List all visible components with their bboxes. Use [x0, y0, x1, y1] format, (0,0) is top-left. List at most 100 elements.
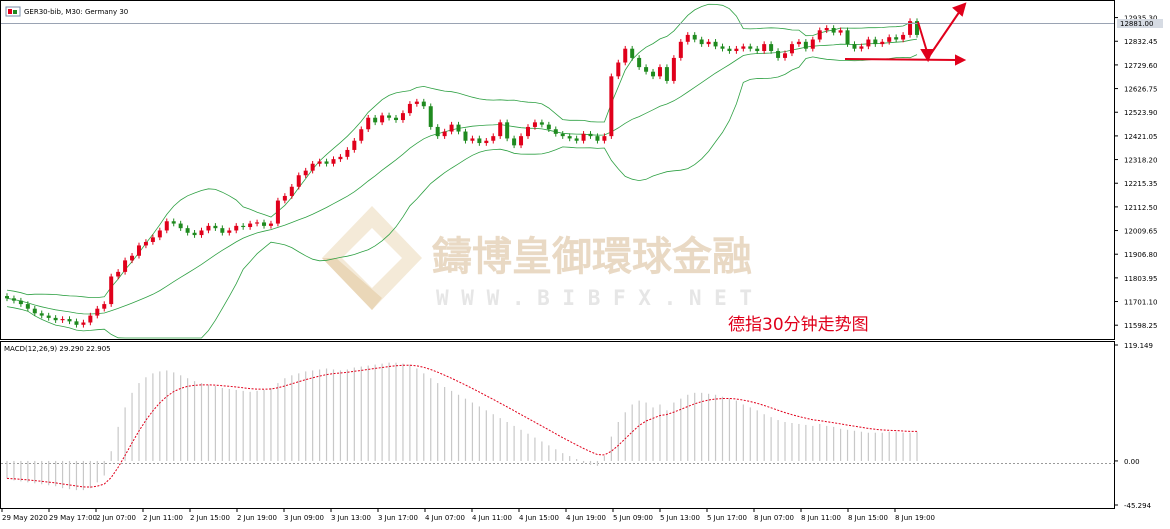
candle-body-8 [60, 319, 65, 321]
time-tick-label-17: 8 Jun 11:00 [801, 514, 841, 522]
candle-body-101 [706, 41, 711, 45]
price-tick-label-7: 12215.35 [1124, 180, 1157, 188]
candle-body-114 [796, 41, 801, 45]
candle-body-37 [262, 222, 267, 226]
candle-body-120 [838, 30, 843, 33]
candle-body-128 [894, 37, 899, 40]
macd-tick-label-1: 0.00 [1124, 458, 1140, 466]
candle-body-4 [32, 308, 37, 314]
candle-body-51 [359, 129, 364, 141]
candle-body-121 [845, 30, 850, 45]
candle-body-94 [657, 67, 662, 77]
candle-body-26 [185, 228, 190, 233]
candle-body-77 [539, 122, 544, 125]
candle-body-25 [178, 223, 183, 229]
candle-body-18 [130, 255, 135, 261]
candle-body-29 [206, 225, 211, 231]
time-tick-label-19: 8 Jun 19:00 [895, 514, 935, 522]
candle-body-22 [157, 230, 162, 238]
watermark-logo [322, 206, 422, 310]
candle-body-42 [296, 175, 301, 187]
candle-body-72 [505, 122, 510, 139]
macd-axis[interactable]: 119.149 0.00 -45.294 [1114, 342, 1153, 510]
time-tick-label-9: 4 Jun 07:00 [425, 514, 465, 522]
candle-body-24 [171, 221, 176, 224]
chart-caption: 德指30分钟走势图 [728, 315, 869, 335]
candle-body-6 [46, 315, 51, 318]
macd-histogram [6, 362, 918, 491]
candle-body-104 [727, 48, 732, 52]
candle-body-131 [915, 21, 919, 35]
candle-body-44 [310, 163, 315, 171]
time-tick-label-8: 3 Jun 17:00 [378, 514, 418, 522]
candle-body-62 [435, 126, 440, 137]
time-tick-label-14: 5 Jun 13:00 [660, 514, 700, 522]
time-tick-label-3: 2 Jun 11:00 [143, 514, 183, 522]
candle-body-112 [783, 53, 788, 58]
candle-body-54 [380, 115, 385, 123]
candle-body-107 [748, 46, 753, 49]
candle-body-76 [532, 122, 537, 127]
candle-body-33 [234, 225, 239, 231]
candle-body-92 [644, 67, 649, 72]
candle-body-129 [901, 34, 906, 40]
macd-label: MACD(12,26,9) 29.290 22.905 [4, 345, 111, 353]
candle-body-5 [39, 313, 44, 316]
candle-body-84 [588, 133, 593, 137]
candle-body-82 [574, 138, 579, 141]
price-tick-label-9: 12009.65 [1124, 228, 1157, 236]
candle-body-117 [817, 30, 822, 40]
candle-body-123 [859, 46, 864, 49]
price-tick-label-1: 12832.45 [1124, 38, 1157, 46]
candle-body-75 [525, 126, 530, 137]
candle-body-9 [67, 319, 72, 322]
candle-body-91 [637, 57, 642, 68]
macd-pane-frame [0, 341, 1115, 509]
candle-body-96 [671, 57, 676, 81]
time-tick-label-10: 4 Jun 11:00 [472, 514, 512, 522]
time-tick-label-5: 2 Jun 19:00 [237, 514, 277, 522]
candle-body-110 [769, 44, 774, 52]
time-tick-label-4: 2 Jun 15:00 [190, 514, 230, 522]
time-axis[interactable]: 29 May 2020 29 May 17:002 Jun 07:00 2 Jun … [1, 508, 935, 522]
candle-body-98 [685, 34, 690, 42]
candle-body-40 [282, 195, 287, 201]
candle-body-71 [498, 122, 503, 137]
candle-body-17 [123, 260, 128, 272]
time-tick-label-12: 4 Jun 19:00 [566, 514, 606, 522]
price-tick-label-5: 12421.05 [1124, 133, 1157, 141]
candle-body-70 [491, 136, 496, 141]
price-tick-label-10: 11906.80 [1124, 251, 1157, 259]
candle-body-73 [512, 138, 517, 146]
candle-body-1 [11, 298, 16, 301]
candle-body-74 [519, 136, 524, 146]
candle-body-78 [546, 124, 551, 130]
candle-body-50 [352, 140, 357, 150]
candle-body-99 [692, 34, 697, 40]
macd-tick-label-0: 119.149 [1124, 342, 1153, 350]
candle-body-39 [275, 200, 280, 224]
candle-body-3 [25, 304, 30, 309]
candle-body-61 [428, 106, 433, 127]
candle-body-20 [143, 241, 148, 246]
candle-body-47 [331, 159, 336, 164]
candle-body-79 [553, 129, 558, 134]
price-tick-label-2: 12729.60 [1124, 62, 1157, 70]
time-tick-label-15: 5 Jun 17:00 [707, 514, 747, 522]
candle-body-130 [908, 21, 913, 35]
time-tick-label-6: 3 Jun 09:00 [284, 514, 324, 522]
time-tick-label-18: 8 Jun 15:00 [848, 514, 888, 522]
candle-body-109 [762, 44, 767, 52]
candle-body-46 [324, 161, 329, 164]
candle-body-105 [734, 48, 739, 52]
watermark-url: W W W . B I B F X . N E T [436, 286, 752, 310]
candle-body-57 [400, 113, 405, 121]
candle-body-103 [720, 46, 725, 49]
candle-body-102 [713, 41, 718, 47]
candle-body-14 [102, 304, 107, 309]
price-axis[interactable]: 12935.30 12832.45 12729.60 12626.75 12523.90… [1114, 15, 1157, 331]
candle-body-34 [241, 225, 246, 228]
candle-body-65 [456, 124, 461, 132]
candle-body-28 [199, 230, 204, 236]
